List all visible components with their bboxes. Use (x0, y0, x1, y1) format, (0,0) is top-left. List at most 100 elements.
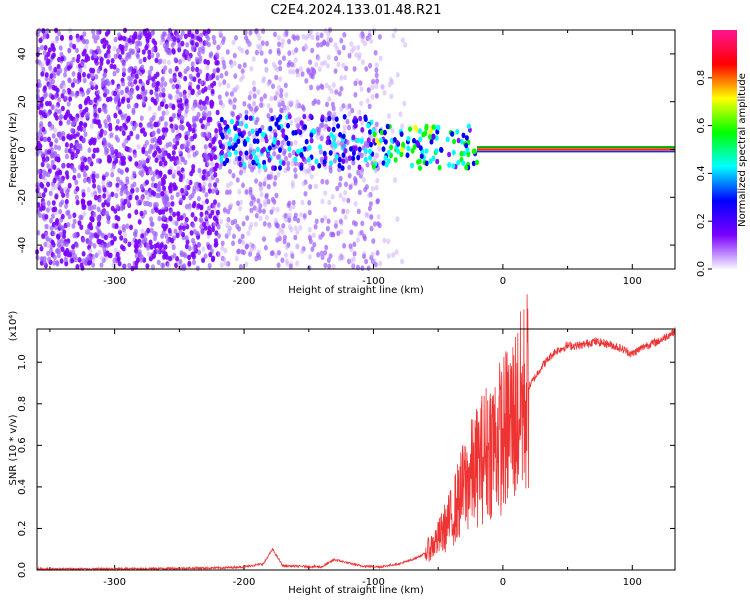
heatmap-cell (224, 141, 229, 147)
heatmap-cell (147, 105, 152, 112)
heatmap-cell (68, 34, 73, 41)
heatmap-cell (229, 62, 234, 69)
heatmap-cell (96, 89, 100, 96)
heatmap-cell (288, 224, 292, 230)
heatmap-cell (80, 164, 85, 171)
heatmap-cell (77, 143, 82, 150)
heatmap-cell (300, 248, 305, 255)
heatmap-cell (361, 59, 365, 65)
heatmap-cell (320, 114, 325, 120)
heatmap-cell (351, 155, 356, 162)
heatmap-cell (262, 164, 267, 170)
heatmap-cell (204, 192, 209, 198)
heatmap-cell (251, 159, 256, 166)
snr-y-multiplier: (x10⁴) (8, 311, 19, 342)
heatmap-cell (122, 160, 126, 166)
heatmap-cell (244, 261, 249, 268)
heatmap-cell (68, 148, 72, 154)
heatmap-cell (452, 138, 457, 145)
heatmap-cell (308, 184, 313, 190)
heatmap-cell (201, 110, 206, 117)
heatmap-cell (186, 178, 191, 185)
heatmap-cell (196, 242, 201, 248)
heatmap-cell (224, 134, 229, 140)
heatmap-cell (378, 55, 383, 62)
heatmap-cell (293, 234, 298, 241)
heatmap-cell (428, 158, 433, 164)
heatmap-cell (180, 30, 185, 36)
heatmap-cell (424, 125, 429, 131)
heatmap-cell (56, 242, 61, 248)
heatmap-cell (113, 112, 118, 119)
heatmap-cell (230, 110, 235, 117)
heatmap-cell (276, 140, 281, 146)
colorbar-tick-label: 0.6 (696, 118, 707, 134)
heatmap-cell (235, 84, 240, 91)
heatmap-cell (191, 251, 196, 257)
heatmap-cell (375, 177, 380, 184)
heatmap-cell (139, 210, 144, 217)
heatmap-cell (341, 208, 346, 215)
heatmap-cell (342, 243, 347, 249)
heatmap-cell (223, 260, 228, 267)
x-tick-label: -100 (362, 577, 385, 588)
heatmap-cell (54, 104, 59, 110)
heatmap-cell (337, 182, 342, 188)
heatmap-cell (183, 221, 188, 227)
heatmap-cell (190, 212, 195, 218)
heatmap-cell (368, 201, 373, 207)
y-tick-label: 20 (17, 95, 28, 108)
heatmap-cell (133, 152, 137, 158)
heatmap-cell (46, 111, 51, 117)
heatmap-cell (266, 198, 271, 205)
heatmap-cell (456, 137, 461, 144)
heatmap-cell (164, 103, 169, 110)
heatmap-cell (316, 85, 321, 91)
heatmap-cell (287, 113, 292, 120)
heatmap-cell (356, 208, 361, 215)
heatmap-cell (383, 139, 388, 145)
heatmap-cell (132, 170, 137, 177)
heatmap-cell (134, 238, 139, 245)
heatmap-cell (337, 156, 342, 163)
heatmap-cell (107, 232, 112, 239)
heatmap-cell (234, 149, 238, 156)
heatmap-cell (84, 165, 89, 171)
heatmap-cell (418, 136, 423, 143)
heatmap-cell (223, 119, 227, 126)
heatmap-cell (374, 62, 379, 68)
heatmap-cell (308, 113, 313, 120)
heatmap-cell (72, 43, 77, 50)
heatmap-cell (96, 238, 101, 245)
heatmap-cell (273, 132, 278, 138)
heatmap-cell (139, 115, 144, 121)
heatmap-cell (96, 119, 101, 125)
heatmap-cell (54, 184, 59, 190)
heatmap-cell (232, 233, 236, 240)
heatmap-cell (250, 194, 255, 201)
heatmap-cell (319, 41, 324, 48)
heatmap-cell (127, 262, 132, 269)
heatmap-cell (349, 258, 354, 264)
heatmap-cell (79, 224, 84, 230)
heatmap-cell (307, 145, 312, 151)
heatmap-cell (161, 151, 166, 158)
heatmap-cell (179, 197, 184, 204)
heatmap-cell (268, 134, 273, 140)
heatmap-cell (360, 265, 365, 272)
y-tick-label: 0.2 (17, 520, 28, 536)
heatmap-cell (202, 221, 207, 228)
heatmap-cell (197, 50, 202, 57)
heatmap-cell (62, 83, 67, 89)
heatmap-cell (105, 213, 110, 220)
heatmap-cell (285, 260, 290, 267)
heatmap-cell (138, 122, 143, 128)
heatmap-cell (40, 71, 45, 77)
heatmap-cell (217, 233, 221, 239)
heatmap-cell (323, 250, 328, 256)
heatmap-cell (396, 148, 401, 155)
heatmap-cell (169, 182, 173, 188)
heatmap-cell (70, 257, 75, 264)
heatmap-cell (156, 128, 161, 135)
